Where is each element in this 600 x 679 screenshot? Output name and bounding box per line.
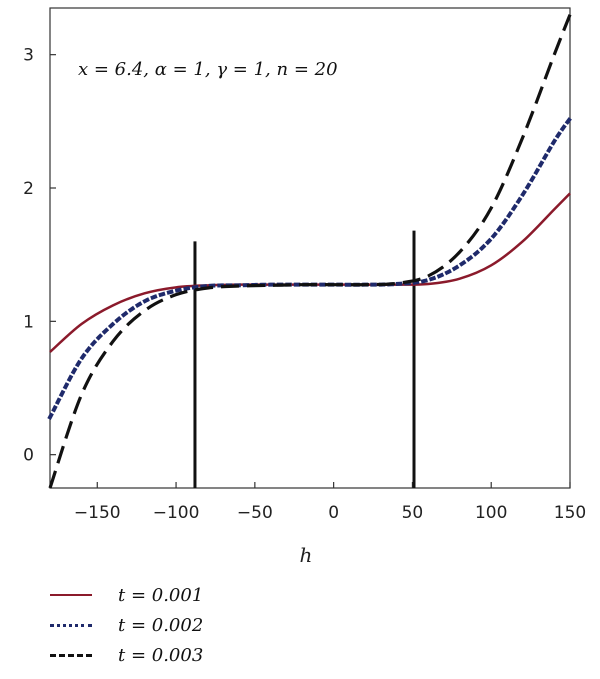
legend-label: t = 0.003 bbox=[118, 644, 204, 666]
x-axis: −150 −100 −50 0 50 100 150 bbox=[74, 482, 586, 523]
legend-label: t = 0.001 bbox=[118, 584, 204, 606]
series-line-solid bbox=[49, 192, 571, 353]
y-tick-label: 1 bbox=[23, 312, 34, 332]
legend-item: t = 0.001 bbox=[50, 580, 310, 610]
legend-label: t = 0.002 bbox=[118, 614, 204, 636]
legend-item: t = 0.003 bbox=[50, 640, 310, 670]
x-tick-label: −50 bbox=[237, 503, 273, 523]
y-tick-label: 0 bbox=[23, 446, 34, 466]
series-line-dotted bbox=[47, 115, 573, 421]
x-tick-label: 50 bbox=[402, 503, 424, 523]
series-line-dashed bbox=[48, 14, 572, 489]
x-tick-label: −150 bbox=[74, 503, 121, 523]
legend-swatch-solid bbox=[50, 594, 92, 596]
x-tick-label: 100 bbox=[475, 503, 507, 523]
series-group bbox=[47, 14, 573, 489]
parameter-annotation: x = 6.4, α = 1, γ = 1, n = 20 bbox=[78, 59, 338, 80]
x-tick-label: 0 bbox=[328, 503, 339, 523]
legend: t = 0.001 t = 0.002 t = 0.003 bbox=[50, 580, 310, 670]
legend-swatch-dashed bbox=[50, 653, 92, 657]
x-tick-label: −100 bbox=[153, 503, 200, 523]
x-axis-label: h bbox=[300, 543, 313, 567]
legend-item: t = 0.002 bbox=[50, 610, 310, 640]
legend-swatch-dotted bbox=[50, 623, 92, 627]
plot-frame bbox=[49, 7, 571, 489]
y-axis: 0 1 2 3 bbox=[23, 46, 56, 466]
x-tick-label: 150 bbox=[554, 503, 586, 523]
vertical-reference-lines bbox=[193, 230, 416, 488]
line-chart: 0 1 2 3 −150 −100 −50 0 50 100 150 x = 6.4, α = 1… bbox=[23, 7, 586, 567]
y-tick-label: 2 bbox=[23, 179, 34, 199]
y-tick-label: 3 bbox=[23, 46, 34, 66]
